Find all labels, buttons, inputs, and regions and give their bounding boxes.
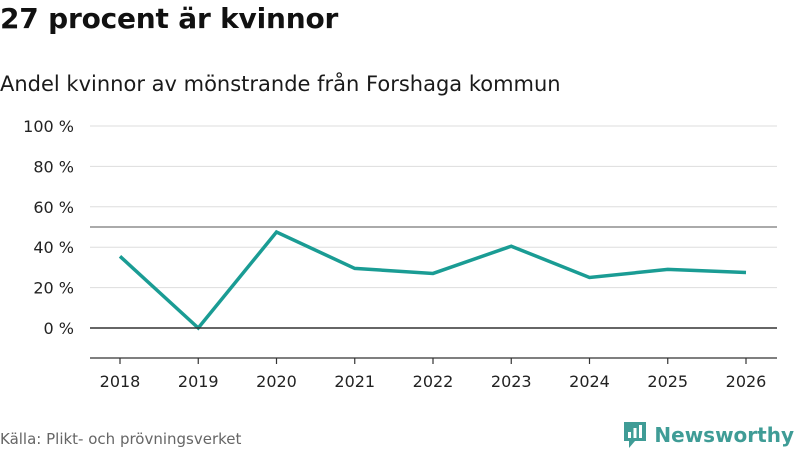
series-line — [118, 229, 747, 331]
y-tick-label: 100 % — [23, 117, 74, 136]
brand-name: Newsworthy — [654, 423, 794, 447]
newsworthy-logo-icon — [624, 422, 647, 448]
y-tick-label: 80 % — [33, 157, 74, 176]
x-tick-label: 2018 — [100, 372, 141, 391]
x-tick-label: 2022 — [413, 372, 454, 391]
x-tick-label: 2020 — [256, 372, 297, 391]
y-tick-label: 60 % — [33, 198, 74, 217]
source-note: Källa: Plikt- och prövningsverket — [0, 430, 242, 448]
y-tick-label: 0 % — [44, 319, 74, 338]
y-tick-label: 20 % — [33, 279, 74, 298]
y-tick-label: 40 % — [33, 238, 74, 257]
x-tick-label: 2023 — [491, 372, 532, 391]
x-tick-label: 2021 — [334, 372, 375, 391]
x-tick-label: 2019 — [178, 372, 219, 391]
x-tick-label: 2024 — [569, 372, 610, 391]
chart-title: 27 procent är kvinnor — [0, 2, 339, 35]
x-tick-label: 2025 — [647, 372, 688, 391]
x-tick-label: 2026 — [726, 372, 767, 391]
chart-subtitle: Andel kvinnor av mönstrande från Forshag… — [0, 72, 561, 96]
brand-logo: Newsworthy — [623, 421, 794, 449]
